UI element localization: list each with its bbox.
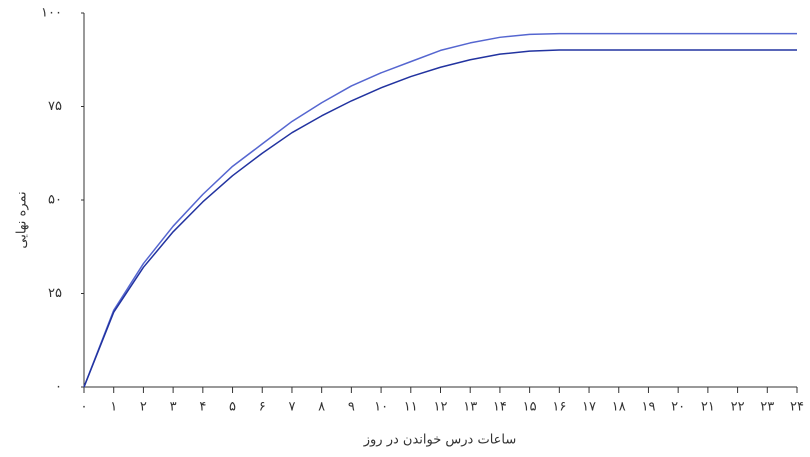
x-tick-label: ۱۷	[582, 400, 596, 415]
x-tick-label: ۱۳	[463, 400, 477, 415]
y-tick-label: ۰	[55, 380, 62, 395]
x-tick-label: ۲۱	[701, 400, 715, 415]
x-tick-label: ۹	[348, 400, 355, 415]
x-tick-label: ۱۹	[641, 400, 655, 415]
x-tick-label: ۱۶	[552, 400, 566, 415]
x-axis-label: ساعات درس خواندن در روز	[363, 433, 517, 448]
x-tick-label: ۴	[199, 400, 206, 415]
x-tick-label: ۵	[229, 400, 236, 415]
x-tick-label: ۳	[170, 400, 177, 415]
x-tick-label: ۶	[259, 400, 266, 415]
x-tick-label: ۱	[110, 400, 117, 415]
x-tick-label: ۷	[288, 400, 295, 415]
y-tick-label: ۱۰۰	[41, 6, 62, 21]
x-tick-label: ۱۰	[374, 400, 388, 415]
x-tick-label: ۲۲	[731, 400, 745, 415]
series-line	[83, 49, 797, 388]
x-tick-label: ۱۴	[493, 400, 507, 415]
x-tick-label: ۲۳	[760, 400, 774, 415]
x-tick-label: ۱۲	[434, 400, 448, 415]
x-tick-label: ۲۰	[671, 400, 685, 415]
x-tick-label: ۱۵	[523, 400, 537, 415]
x-tick-label: ۲۴	[790, 400, 804, 415]
series-line	[83, 32, 797, 388]
x-tick-label: ۲	[140, 400, 147, 415]
x-tick-label: ۸	[318, 400, 325, 415]
y-tick-label: ۵۰	[48, 193, 62, 208]
y-axis-label: نمره نهایی	[15, 191, 30, 248]
x-tick-label: ۱۸	[612, 400, 626, 415]
y-tick-label: ۷۵	[48, 99, 62, 114]
x-tick-label: ۰	[81, 400, 88, 415]
x-tick-label: ۱۱	[404, 400, 418, 415]
y-tick-label: ۲۵	[48, 286, 62, 301]
